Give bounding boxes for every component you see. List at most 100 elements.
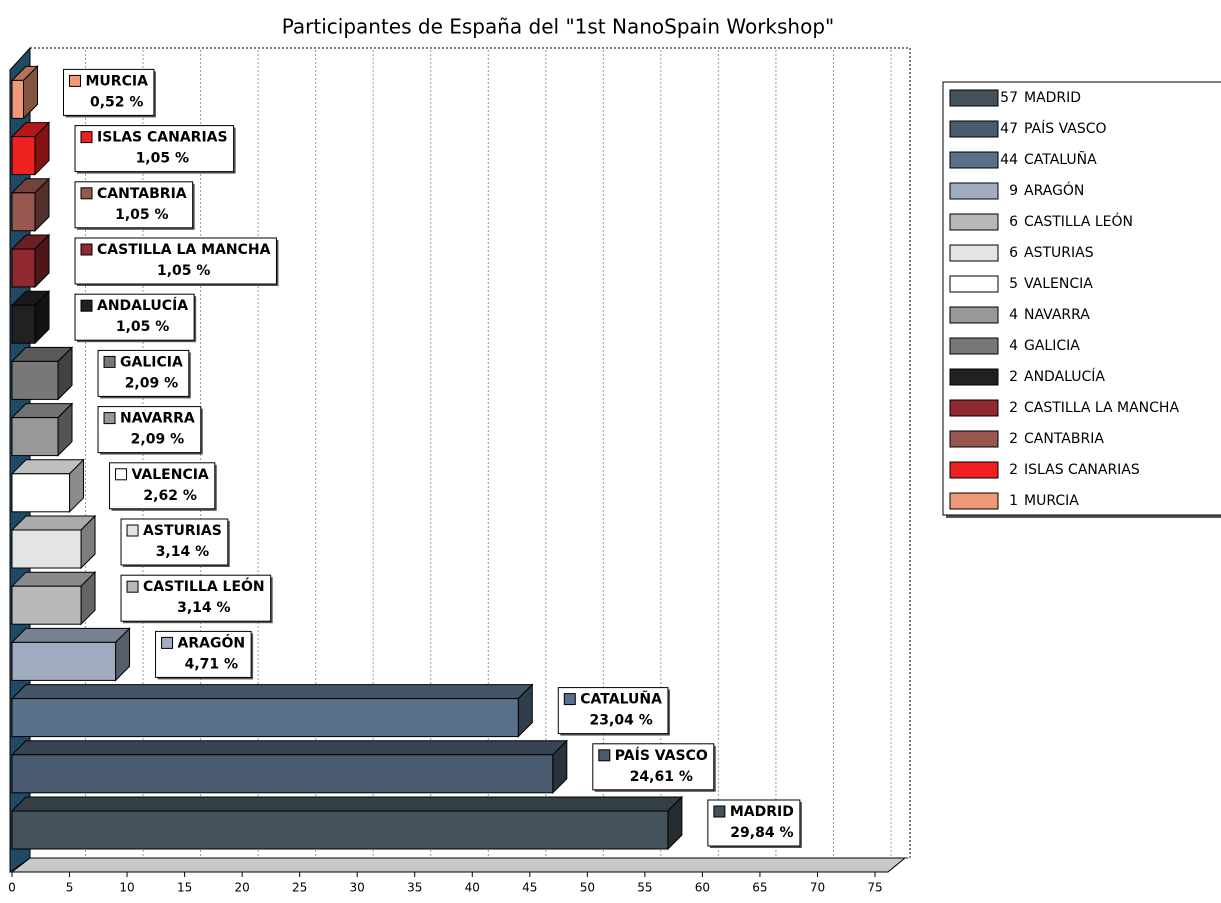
legend-label: CASTILLA LA MANCHA — [1024, 400, 1179, 416]
data-label-percent: 1,05 % — [116, 319, 169, 335]
data-label-name: CASTILLA LEÓN — [143, 577, 265, 595]
x-tick-label: 70 — [810, 881, 825, 895]
data-label: VALENCIA 2,62 % — [109, 462, 217, 511]
data-label-box — [74, 125, 235, 173]
legend-value: 44 — [1000, 152, 1018, 168]
x-tick-label: 40 — [465, 881, 480, 895]
bar — [11, 360, 59, 400]
x-tick-label: 35 — [407, 881, 422, 895]
legend-value: 2 — [1009, 431, 1018, 447]
data-label-swatch — [80, 243, 93, 256]
data-label: CATALUÑA 23,04 % — [557, 687, 670, 736]
legend-label: ISLAS CANARIAS — [1024, 462, 1140, 478]
data-label-name: GALICIA — [120, 354, 183, 370]
data-label-name: CANTABRIA — [97, 186, 187, 202]
legend-label: ARAGÓN — [1024, 181, 1084, 199]
data-label-swatch — [126, 580, 139, 593]
bar — [11, 192, 36, 232]
data-label: CASTILLA LA MANCHA 1,05 % — [74, 237, 279, 286]
data-label-percent: 29,84 % — [730, 825, 793, 841]
legend-value: 1 — [1009, 493, 1018, 509]
legend-label: ASTURIAS — [1024, 245, 1094, 261]
x-tick-label: 5 — [66, 881, 74, 895]
data-label-box — [592, 743, 715, 791]
data-label: NAVARRA 2,09 % — [97, 406, 203, 455]
data-label-percent: 4,71 % — [185, 656, 238, 672]
data-label-name: PAÍS VASCO — [615, 747, 708, 764]
data-label-swatch — [80, 131, 93, 144]
data-label-swatch — [103, 355, 116, 368]
bar — [11, 248, 36, 288]
legend-value: 2 — [1009, 462, 1018, 478]
data-label-name: MURCIA — [86, 73, 149, 89]
legend-swatch — [949, 275, 999, 293]
data-label-swatch — [161, 636, 174, 649]
legend-label: CANTABRIA — [1024, 431, 1104, 447]
bar — [11, 136, 36, 176]
data-label-percent: 2,09 % — [125, 375, 178, 391]
data-label-swatch — [598, 749, 611, 762]
bar — [11, 79, 25, 119]
bar — [11, 641, 117, 681]
bar — [11, 417, 59, 457]
legend-value: 2 — [1009, 369, 1018, 385]
x-tick-label: 25 — [292, 881, 307, 895]
data-label-name: MADRID — [730, 804, 794, 820]
data-label-box — [707, 799, 801, 847]
legend-swatch — [949, 461, 999, 479]
data-label-percent: 23,04 % — [590, 713, 653, 729]
data-label: ISLAS CANARIAS 1,05 % — [74, 125, 236, 174]
data-label-name: ANDALUCÍA — [97, 297, 188, 314]
data-label-swatch — [80, 187, 93, 200]
data-label-percent: 24,61 % — [630, 769, 693, 785]
data-label: ANDALUCÍA 1,05 % — [74, 293, 197, 343]
legend-label: MADRID — [1024, 90, 1081, 106]
data-label-swatch — [80, 299, 93, 312]
data-label: GALICIA 2,09 % — [97, 349, 191, 399]
data-label: PAÍS VASCO 24,61 % — [592, 743, 716, 792]
data-label-box — [109, 462, 216, 510]
data-label-name: ISLAS CANARIAS — [97, 130, 228, 146]
bar — [11, 754, 554, 794]
data-label-name: ASTURIAS — [143, 523, 222, 539]
x-tick-label: 50 — [580, 881, 595, 895]
bar-top — [10, 627, 131, 643]
legend-label: GALICIA — [1024, 338, 1080, 354]
legend-value: 4 — [1009, 307, 1018, 323]
legend-swatch — [949, 399, 999, 417]
data-label-name: CASTILLA LA MANCHA — [97, 242, 271, 258]
bar — [11, 473, 71, 513]
bar — [11, 698, 519, 738]
x-tick-label: 10 — [119, 881, 134, 895]
legend — [942, 81, 1221, 516]
data-label-name: VALENCIA — [132, 467, 209, 483]
bar — [11, 304, 36, 344]
bar — [11, 585, 82, 625]
data-label-name: NAVARRA — [120, 411, 195, 427]
legend-swatch — [949, 182, 999, 200]
legend-value: 5 — [1009, 276, 1018, 292]
floor — [10, 857, 907, 873]
data-label-name: CATALUÑA — [580, 691, 662, 708]
bar-top — [10, 684, 534, 700]
x-tick-label: 45 — [522, 881, 537, 895]
x-tick-label: 60 — [695, 881, 710, 895]
legend-value: 47 — [1000, 121, 1018, 137]
data-label-swatch — [563, 693, 576, 706]
data-label: ARAGÓN 4,71 % — [155, 630, 254, 680]
data-label: MADRID 29,84 % — [707, 799, 802, 848]
data-label-percent: 3,14 % — [156, 544, 209, 560]
legend-swatch — [949, 430, 999, 448]
data-label-box — [74, 293, 195, 341]
data-label-name: ARAGÓN — [178, 633, 246, 651]
legend-value: 6 — [1009, 245, 1018, 261]
legend-label: ANDALUCÍA — [1024, 368, 1105, 385]
x-tick-label: 15 — [177, 881, 192, 895]
x-tick-label: 75 — [867, 881, 882, 895]
legend-label: MURCIA — [1024, 493, 1079, 509]
bar-top — [10, 740, 569, 756]
data-label-swatch — [115, 468, 128, 481]
data-label: ASTURIAS 3,14 % — [120, 518, 230, 567]
data-label-box — [120, 574, 272, 622]
